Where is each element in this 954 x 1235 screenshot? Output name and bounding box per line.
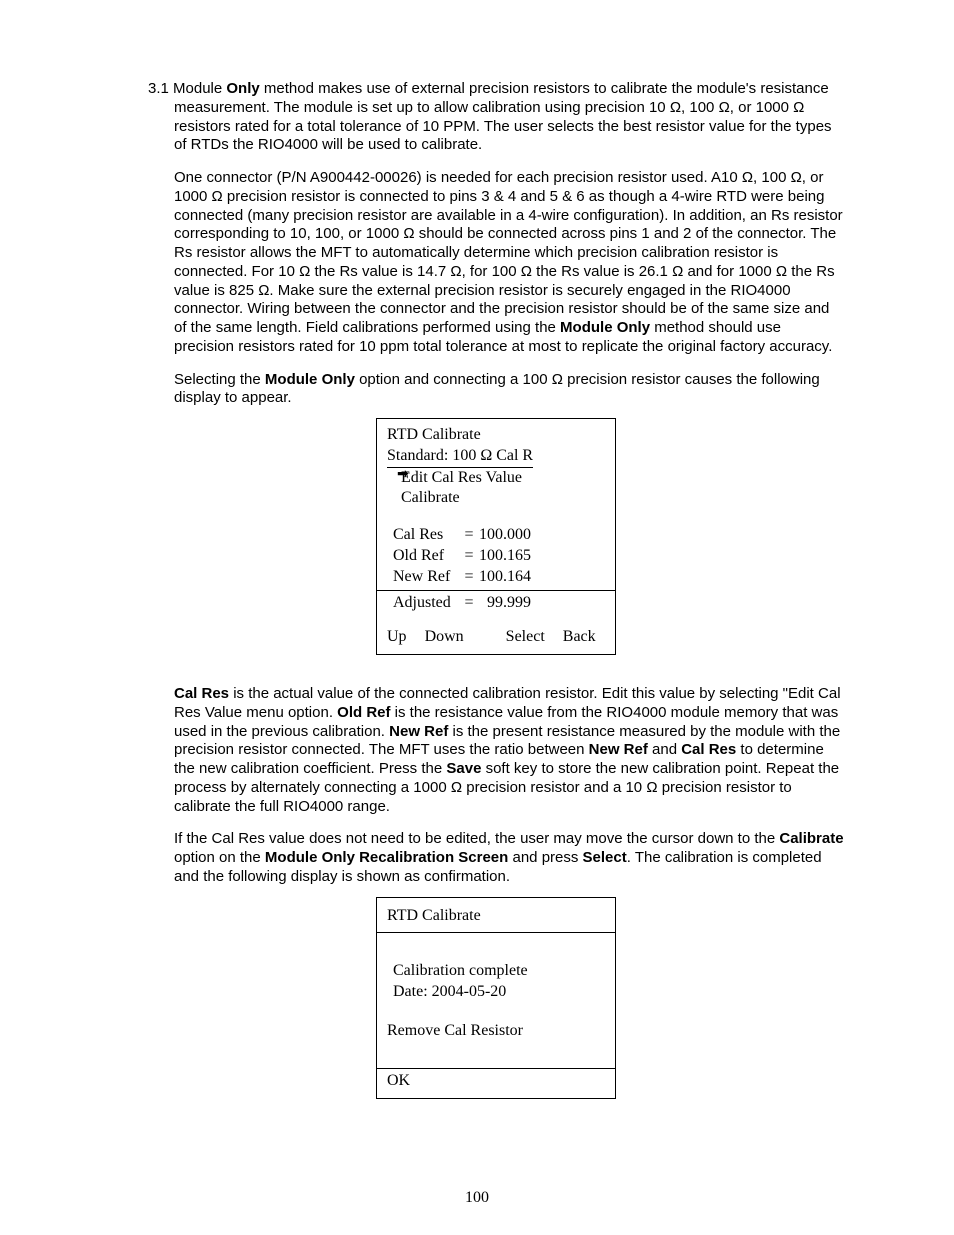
p3-bold: Module Only — [265, 371, 355, 388]
label-cal-res: Cal Res — [387, 525, 459, 546]
p1-text: method makes use of external precision r… — [174, 80, 832, 153]
t-4: and — [648, 741, 681, 758]
b-old-ref: Old Ref — [337, 704, 390, 721]
b-new-ref-2: New Ref — [589, 741, 648, 758]
screen1-title: RTD Calibrate — [387, 425, 605, 446]
eq-adjusted: = — [459, 593, 479, 614]
p5-t2: option on the — [174, 849, 265, 866]
screen1-wrapper: RTD Calibrate Standard: 100 Ω Cal R ➡ Ed… — [148, 418, 844, 655]
val-cal-res: 100.000 — [479, 525, 531, 546]
p5-b1: Calibrate — [779, 830, 843, 847]
screen2-ok: OK — [387, 1071, 605, 1092]
screen2-complete: Calibration complete — [387, 961, 605, 982]
paragraph-3-1: 3.1 Module Only method makes use of exte… — [148, 80, 844, 155]
eq-old-ref: = — [459, 546, 479, 567]
p3-text-a: Selecting the — [174, 371, 265, 388]
row-old-ref: Old Ref = 100.165 — [387, 546, 605, 567]
p2-text-a: One connector (P/N A900442-00026) is nee… — [174, 169, 843, 336]
screen2-title: RTD Calibrate — [387, 906, 605, 927]
p5-t3: and press — [508, 849, 582, 866]
b-cal-res-2: Cal Res — [681, 741, 736, 758]
p5-b3: Select — [583, 849, 627, 866]
bold-only: Only — [226, 80, 259, 97]
paragraph-selecting: Selecting the Module Only option and con… — [174, 371, 844, 409]
eq-new-ref: = — [459, 567, 479, 588]
screen1-standard: Standard: 100 Ω Cal R — [387, 446, 533, 468]
arrow-icon: ➡ — [397, 468, 409, 482]
paragraph-cal-res-desc: Cal Res is the actual value of the conne… — [174, 685, 844, 816]
paragraph-connector: One connector (P/N A900442-00026) is nee… — [174, 169, 844, 357]
paragraph-if-cal-res: If the Cal Res value does not need to be… — [174, 830, 844, 886]
page-number: 100 — [0, 1189, 954, 1207]
val-adjusted: 99.999 — [479, 593, 531, 614]
section-number: 3.1 Module — [148, 80, 226, 97]
val-new-ref: 100.164 — [479, 567, 531, 588]
label-old-ref: Old Ref — [387, 546, 459, 567]
p5-t1: If the Cal Res value does not need to be… — [174, 830, 779, 847]
eq-cal-res: = — [459, 525, 479, 546]
label-new-ref: New Ref — [387, 567, 459, 588]
softkey-down: Down — [425, 627, 464, 648]
softkey-select: Select — [506, 627, 545, 648]
menu-calibrate: Calibrate — [387, 488, 605, 509]
softkey-row: Up Down Select Back — [387, 627, 605, 648]
rtd-calibrate-screen-1: RTD Calibrate Standard: 100 Ω Cal R ➡ Ed… — [376, 418, 616, 655]
p5-b2: Module Only Recalibration Screen — [265, 849, 508, 866]
b-cal-res: Cal Res — [174, 685, 229, 702]
label-adjusted: Adjusted — [387, 593, 459, 614]
divider — [377, 590, 615, 591]
val-old-ref: 100.165 — [479, 546, 531, 567]
softkey-back: Back — [563, 627, 596, 648]
row-new-ref: New Ref = 100.164 — [387, 567, 605, 588]
document-page: 3.1 Module Only method makes use of exte… — [0, 0, 954, 1235]
menu-edit-cal-res: Edit Cal Res Value — [387, 468, 605, 489]
softkey-up: Up — [387, 627, 407, 648]
screen2-wrapper: RTD Calibrate Calibration complete Date:… — [148, 897, 844, 1099]
b-new-ref: New Ref — [389, 723, 448, 740]
row-cal-res: Cal Res = 100.000 — [387, 525, 605, 546]
divider-2a — [377, 932, 615, 933]
screen2-date: Date: 2004-05-20 — [387, 982, 605, 1003]
rtd-calibrate-screen-2: RTD Calibrate Calibration complete Date:… — [376, 897, 616, 1099]
b-save: Save — [446, 760, 481, 777]
divider-2b — [377, 1068, 615, 1069]
screen2-remove: Remove Cal Resistor — [387, 1021, 605, 1042]
row-adjusted: Adjusted = 99.999 — [387, 593, 605, 614]
p2-bold: Module Only — [560, 319, 650, 336]
